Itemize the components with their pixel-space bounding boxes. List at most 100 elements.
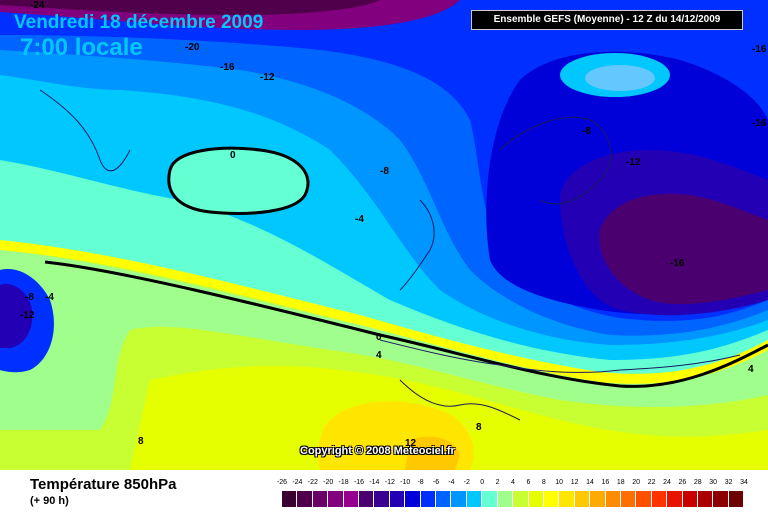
contour-label: -12: [260, 72, 275, 83]
legend-swatch: [682, 491, 698, 507]
legend-swatch: [559, 491, 575, 507]
legend-swatch: [297, 491, 313, 507]
field-green: [0, 250, 768, 430]
map-canvas: [0, 0, 768, 470]
legend-swatch: [697, 491, 714, 507]
field-scandinavia-core: [585, 65, 655, 91]
temperature-map: Vendredi 18 décembre 2009 7:00 locale En…: [0, 0, 768, 470]
legend-swatches: [282, 491, 745, 507]
contour-label: -16: [752, 118, 767, 129]
contour-label: -20: [185, 42, 200, 53]
legend-label: -16: [353, 479, 365, 486]
legend-label: 34: [740, 479, 748, 486]
coastline-uk: [399, 199, 435, 291]
contour-label: 8: [476, 422, 482, 433]
legend-swatch: [482, 491, 498, 507]
legend-label: 8: [541, 479, 546, 486]
legend-label: -20: [323, 479, 334, 486]
isotherm-zero: [44, 260, 768, 388]
legend-swatch: [436, 491, 452, 507]
legend-label: -26: [276, 479, 288, 486]
legend-swatch: [590, 491, 606, 507]
legend-swatch: [328, 491, 344, 507]
legend-swatch: [282, 491, 298, 507]
legend-swatch: [389, 491, 406, 507]
legend-swatch: [312, 491, 329, 507]
legend-label: -6: [432, 479, 440, 486]
coastline-iberia: [399, 379, 521, 421]
legend-swatch: [528, 491, 544, 507]
contour-label: 4: [376, 350, 382, 361]
legend-swatch: [636, 491, 652, 507]
forecast-date: Vendredi 18 décembre 2009: [14, 12, 264, 33]
legend-label: -22: [307, 479, 318, 486]
lead-time: (+ 90 h): [30, 495, 69, 507]
legend-label: 0: [480, 479, 485, 486]
field-west-core: [0, 284, 33, 348]
legend-label: 32: [724, 479, 733, 486]
legend-swatch: [359, 491, 375, 507]
contour-label: -16: [220, 62, 235, 73]
coastline-europe: [379, 339, 741, 373]
legend-swatch: [513, 491, 529, 507]
legend-swatch: [667, 491, 683, 507]
coastline-greenland: [39, 89, 131, 172]
legend-label: 2: [495, 479, 500, 486]
contour-label: -8: [380, 166, 389, 177]
contour-label: 0: [376, 332, 382, 343]
legend-label: -8: [417, 479, 424, 486]
legend-label: 10: [555, 479, 564, 486]
field-violet: [599, 193, 768, 305]
contour-label: -4: [45, 292, 54, 303]
legend-label: 30: [709, 479, 718, 486]
legend-swatch: [497, 491, 514, 507]
legend-label: 28: [693, 479, 702, 486]
contour-label: -24: [30, 0, 45, 11]
legend-label: -4: [448, 479, 455, 486]
legend-swatch: [420, 491, 437, 507]
contour-label: -4: [355, 214, 364, 225]
field-greenland-warm: [167, 146, 310, 215]
parameter-title: Température 850hPa: [30, 476, 177, 493]
contour-label: 12: [405, 438, 417, 449]
legend-swatch: [574, 491, 591, 507]
legend-label: 16: [601, 479, 610, 486]
legend-label: 4: [511, 479, 515, 486]
legend-swatch: [605, 491, 621, 507]
legend-label: 22: [647, 479, 656, 486]
legend-swatch: [466, 491, 483, 507]
legend-label: 12: [570, 479, 579, 486]
legend-swatch: [728, 491, 745, 507]
legend-label: -24: [292, 479, 303, 486]
contour-label: 4: [748, 364, 754, 375]
legend-label: -2: [463, 479, 470, 486]
legend-label: -14: [369, 479, 380, 486]
run-info-box: Ensemble GEFS (Moyenne) - 12 Z du 14/12/…: [471, 10, 743, 30]
legend-label: -18: [338, 479, 349, 486]
legend-bar: Température 850hPa (+ 90 h) -26 -24 -22 -20…: [0, 470, 768, 512]
legend-label: 18: [616, 479, 625, 486]
contour-label: -8: [25, 292, 34, 303]
contour-label: 8: [138, 436, 144, 447]
legend-label: 26: [678, 479, 687, 486]
coastline-scandinavia: [499, 116, 612, 205]
contour-label: -16: [670, 258, 685, 269]
legend-label: -12: [384, 479, 395, 486]
contour-label: 0: [230, 150, 236, 161]
contour-label: -12: [20, 310, 35, 321]
legend-label: -10: [400, 479, 411, 486]
legend-label: 6: [526, 479, 531, 486]
legend-swatch: [620, 491, 637, 507]
legend-swatch: [651, 491, 668, 507]
legend-label: 24: [663, 479, 671, 486]
copyright-notice: Copyright © 2008 Meteociel.fr: [300, 445, 455, 457]
legend-swatch: [451, 491, 467, 507]
forecast-time: 7:00 locale: [20, 34, 143, 61]
legend-labels: -26 -24 -22 -20 -18 -16 -14 -12 -10 -8 -6 -4 -2 0 2 4 6 8…: [277, 479, 748, 491]
color-legend: -26 -24 -22 -20 -18 -16 -14 -12 -10 -8 -6 -4 -2 0 2 4 6 8…: [277, 479, 748, 509]
legend-swatch: [405, 491, 421, 507]
contour-label: -8: [582, 126, 591, 137]
contour-label: -16: [752, 44, 767, 55]
legend-swatch: [713, 491, 729, 507]
legend-swatch: [343, 491, 360, 507]
